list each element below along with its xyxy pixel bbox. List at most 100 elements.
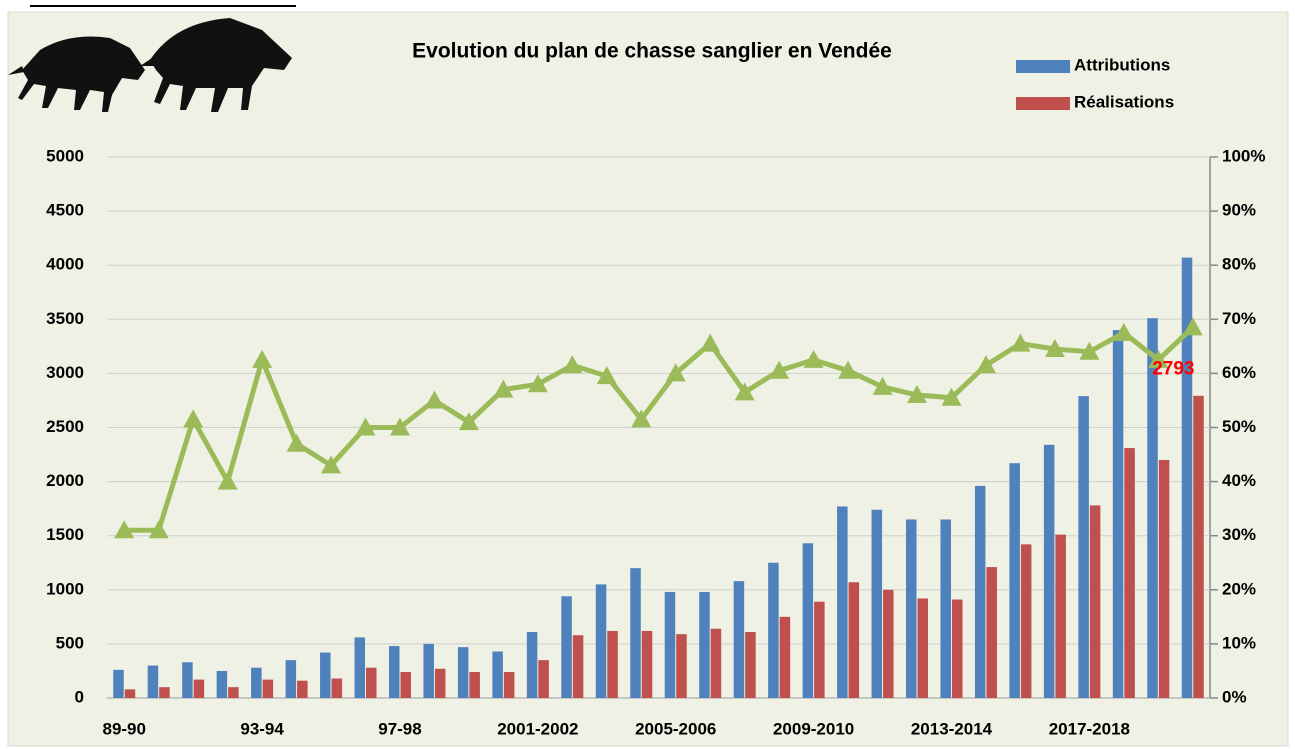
bar: [538, 660, 549, 698]
y2-tick-label: 60%: [1222, 363, 1256, 382]
y-tick-label: 0: [75, 687, 84, 706]
x-tick-label: 97-98: [378, 719, 421, 738]
bar: [607, 630, 618, 698]
bar: [1078, 396, 1089, 698]
bar: [147, 665, 159, 698]
line-marker: [596, 366, 617, 385]
line-marker: [389, 417, 410, 436]
y-tick-label: 2500: [46, 417, 84, 436]
bar: [503, 672, 515, 698]
line-marker: [665, 363, 686, 382]
bar: [733, 581, 745, 698]
bar: [883, 589, 894, 698]
bar: [940, 519, 951, 698]
line-marker: [217, 471, 238, 490]
chart-title: Evolution du plan de chasse sanglier en …: [412, 40, 892, 63]
line-marker: [769, 360, 790, 379]
bar: [906, 519, 917, 698]
bar: [1009, 463, 1020, 698]
bar: [1181, 257, 1193, 698]
bar: [641, 630, 653, 698]
bar: [779, 616, 791, 698]
bar: [297, 680, 308, 698]
legend-swatch: [1016, 97, 1070, 110]
line-marker: [355, 417, 376, 436]
bar: [1147, 318, 1158, 698]
y-tick-label: 5000: [46, 146, 84, 165]
bar: [1193, 395, 1204, 698]
bar: [572, 635, 584, 698]
bar: [526, 631, 538, 698]
y-tick-label: 500: [56, 633, 84, 652]
bar: [595, 584, 607, 698]
y2-tick-label: 80%: [1222, 255, 1256, 274]
bar: [699, 591, 710, 698]
bar: [974, 485, 986, 698]
y-tick-label: 1500: [46, 525, 84, 544]
line-marker: [1148, 349, 1169, 368]
y-tick-label: 3000: [46, 363, 84, 382]
bar: [1020, 544, 1032, 698]
bar: [216, 670, 228, 698]
bar: [664, 591, 676, 698]
bar: [802, 543, 814, 698]
x-tick-label: 2005-2006: [635, 719, 716, 738]
y2-tick-label: 30%: [1222, 525, 1256, 544]
bar: [492, 651, 503, 698]
x-tick-label: 2009-2010: [773, 719, 854, 738]
x-tick-label: 2001-2002: [497, 719, 578, 738]
bar: [768, 562, 779, 698]
bar: [388, 646, 400, 698]
line-marker: [424, 390, 445, 409]
y2-tick-label: 70%: [1222, 309, 1256, 328]
line-marker: [1182, 317, 1203, 336]
bar: [1112, 330, 1124, 698]
line-marker: [700, 333, 721, 352]
bar: [630, 568, 641, 698]
bar: [193, 679, 205, 698]
line-marker: [907, 385, 928, 404]
bar: [1055, 534, 1066, 698]
line-marker: [1113, 322, 1134, 341]
y-tick-label: 1000: [46, 579, 84, 598]
bar: [917, 598, 929, 698]
line-marker: [562, 355, 583, 374]
bar: [710, 628, 722, 698]
bar: [561, 596, 572, 698]
bar: [457, 647, 469, 698]
bar: [159, 687, 170, 698]
line-marker: [872, 376, 893, 395]
line-marker: [527, 374, 548, 393]
bar: [366, 667, 377, 698]
line-marker: [631, 409, 652, 428]
bar: [986, 567, 997, 698]
y2-tick-label: 20%: [1222, 579, 1256, 598]
y-tick-label: 4500: [46, 201, 84, 220]
x-tick-label: 2017-2018: [1049, 719, 1130, 738]
line-marker: [734, 382, 755, 401]
bar: [837, 506, 848, 698]
bar: [182, 662, 193, 698]
bar: [423, 643, 434, 698]
bar: [1043, 444, 1055, 698]
y2-tick-label: 10%: [1222, 633, 1256, 652]
y2-tick-label: 0%: [1222, 687, 1247, 706]
bar: [1124, 448, 1135, 698]
x-tick-label: 89-90: [102, 719, 145, 738]
bar: [331, 678, 343, 698]
line-marker: [183, 409, 204, 428]
data-label: 2793: [1152, 358, 1194, 379]
bar: [251, 667, 262, 698]
line-marker: [114, 520, 135, 539]
y-tick-label: 3500: [46, 309, 84, 328]
line-marker: [975, 355, 996, 374]
bar: [320, 652, 331, 698]
boar-silhouettes: [8, 18, 292, 112]
bar: [262, 679, 274, 698]
line-marker: [321, 455, 342, 474]
legend-label: Réalisations: [1074, 92, 1174, 111]
line-marker: [493, 379, 514, 398]
x-tick-label: 93-94: [240, 719, 284, 738]
y2-tick-label: 50%: [1222, 417, 1256, 436]
